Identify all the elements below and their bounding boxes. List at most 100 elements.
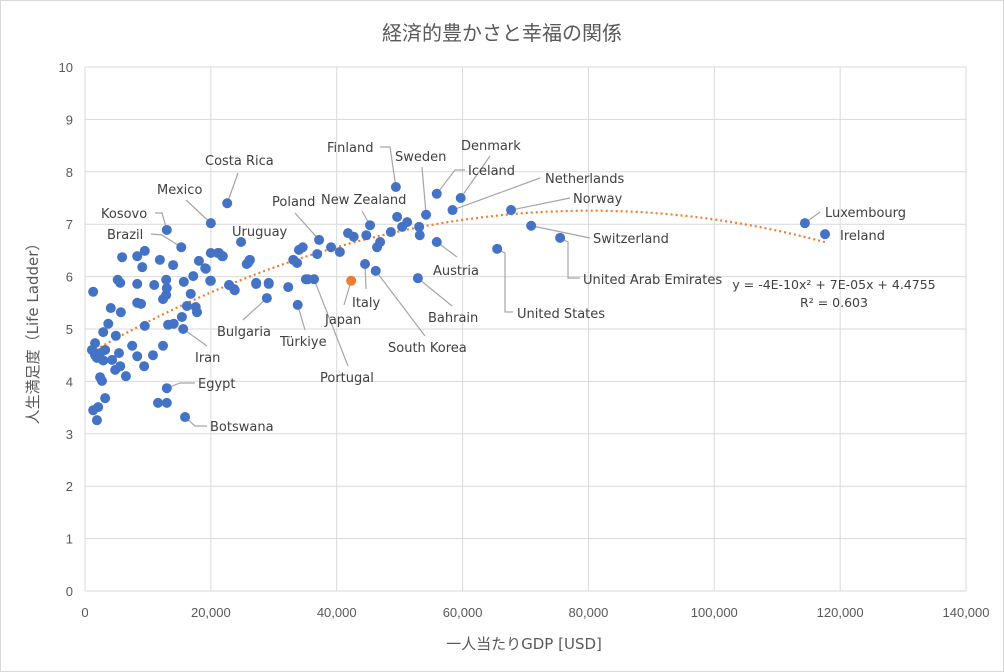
- data-point-italy: [360, 259, 371, 270]
- data-point-uruguay: [236, 237, 247, 248]
- point-label: Iceland: [468, 164, 515, 179]
- y-tick-label: 5: [66, 322, 73, 337]
- data-point: [90, 350, 101, 361]
- data-point-brazil: [176, 242, 187, 253]
- leader-line: [185, 199, 212, 224]
- y-tick-label: 10: [59, 60, 73, 75]
- data-point: [375, 237, 386, 248]
- data-point: [139, 245, 150, 256]
- data-point: [103, 318, 114, 329]
- data-point: [161, 397, 172, 408]
- data-point: [185, 288, 196, 299]
- data-point-ireland: [820, 229, 831, 240]
- leader-line: [531, 225, 591, 239]
- y-axis-title: 人生満足度（Life Ladder）: [24, 236, 42, 425]
- point-label: Poland: [272, 195, 315, 210]
- y-tick-label: 2: [66, 479, 73, 494]
- data-point: [115, 277, 126, 288]
- y-tick-label: 6: [66, 270, 73, 285]
- data-point: [263, 277, 274, 288]
- point-label: Japan: [324, 313, 361, 328]
- data-point: [326, 242, 337, 253]
- point-label: Netherlands: [545, 172, 624, 187]
- chart-title: 経済的豊かさと幸福の関係: [382, 21, 622, 45]
- leader-line: [150, 233, 182, 248]
- x-tick-label: 20,000: [191, 605, 231, 620]
- point-label: United Arab Emirates: [583, 273, 722, 288]
- data-point-iceland: [431, 188, 442, 199]
- data-point: [188, 271, 199, 282]
- x-tick-label: 80,000: [569, 605, 609, 620]
- data-point-austria: [431, 237, 442, 248]
- data-point: [334, 246, 345, 257]
- x-tick-label: 60,000: [443, 605, 483, 620]
- tick-labels: 0 1 2 3 4 5 6 7 8 9 10 0 20,000 40,000 60,000 80,000 100…: [59, 60, 990, 620]
- leader-lines: [150, 146, 821, 427]
- x-tick-label: 140,000: [943, 605, 990, 620]
- data-point-poland: [314, 234, 325, 245]
- leader-line: [452, 177, 541, 211]
- data-point-united-states: [492, 243, 503, 254]
- data-point: [117, 252, 128, 263]
- gridlines: [84, 66, 967, 592]
- data-point-new-zealand: [365, 220, 376, 231]
- data-point: [361, 230, 372, 241]
- data-point-bulgaria: [261, 293, 272, 304]
- data-point: [98, 355, 109, 366]
- data-point: [414, 221, 425, 232]
- data-point: [107, 354, 118, 365]
- x-tick-label: 40,000: [317, 605, 357, 620]
- y-tick-label: 1: [66, 532, 73, 547]
- leader-line: [226, 172, 239, 204]
- data-point: [297, 242, 308, 253]
- data-point: [178, 276, 189, 287]
- data-point-botswana: [180, 412, 191, 423]
- x-axis-title: 一人当たりGDP [USD]: [446, 635, 602, 653]
- data-point: [88, 286, 99, 297]
- data-point: [115, 361, 126, 372]
- data-point-norway: [506, 205, 517, 216]
- data-point: [139, 361, 150, 372]
- data-point-portugal: [309, 274, 320, 285]
- r-squared: R² = 0.603: [800, 295, 868, 310]
- point-label: Türkiye: [279, 335, 327, 350]
- point-label: Norway: [573, 192, 623, 207]
- x-tick-label: 0: [81, 605, 88, 620]
- point-label: Costa Rica: [205, 154, 274, 169]
- data-point-egypt: [161, 383, 172, 394]
- data-point: [176, 311, 187, 322]
- data-point: [93, 402, 104, 413]
- y-tick-label: 7: [66, 217, 73, 232]
- data-point: [110, 330, 121, 341]
- y-tick-label: 4: [66, 374, 73, 389]
- data-point: [205, 275, 216, 286]
- data-point: [158, 340, 169, 351]
- point-label: Luxembourg: [825, 206, 906, 221]
- point-label: Austria: [433, 264, 479, 279]
- leader-line: [460, 155, 491, 199]
- data-point: [251, 277, 262, 288]
- data-point: [158, 294, 169, 305]
- point-label: Portugal: [320, 371, 374, 386]
- data-point-t-rkiye: [292, 299, 303, 310]
- data-point: [392, 211, 403, 222]
- data-point-bahrain: [412, 273, 423, 284]
- data-point: [244, 254, 255, 265]
- data-point: [229, 285, 240, 296]
- point-label: Botswana: [210, 420, 274, 435]
- data-point: [132, 251, 143, 262]
- leader-line: [242, 297, 268, 321]
- leader-line: [155, 212, 168, 231]
- data-point: [91, 415, 102, 426]
- point-labels: Luxembourg Ireland Switzerland United Arab …: [101, 139, 906, 435]
- data-point: [96, 375, 107, 386]
- leader-line: [375, 270, 426, 337]
- point-label: Brazil: [107, 228, 143, 243]
- leader-line: [294, 212, 320, 241]
- data-point-iran: [178, 324, 189, 334]
- point-label: Iran: [195, 351, 220, 366]
- data-point: [132, 278, 143, 289]
- data-point: [168, 318, 179, 329]
